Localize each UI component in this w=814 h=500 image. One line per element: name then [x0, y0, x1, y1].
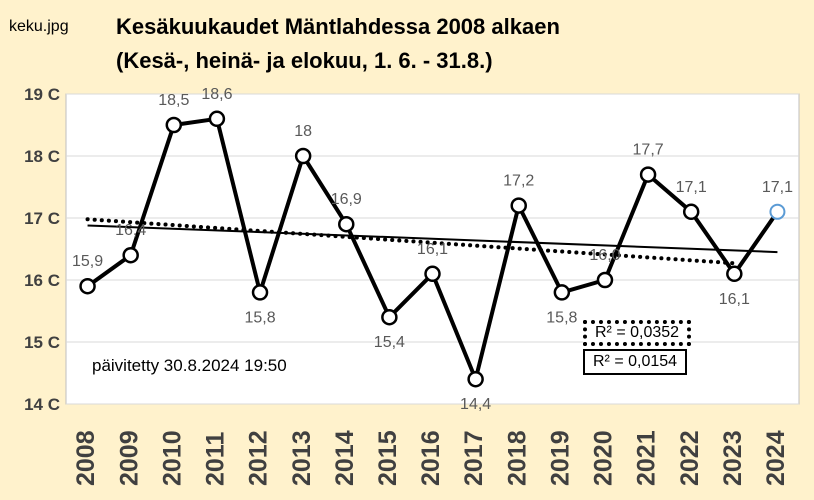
x-tick-label: 2021: [633, 430, 661, 486]
chart-title-block: Kesäkuukaudet Mäntlahdessa 2008 alkaen (…: [116, 10, 560, 78]
trendline-dotted: [85, 217, 737, 266]
data-label: 17,2: [503, 173, 534, 190]
data-label: 15,9: [72, 253, 103, 270]
x-tick-label: 2017: [460, 430, 488, 486]
data-point: [467, 370, 484, 388]
data-point: [553, 284, 571, 301]
trendline-solid: [87, 224, 778, 254]
data-point: [79, 277, 96, 295]
x-tick-label: 2015: [374, 430, 402, 486]
x-tick-label: 2024: [762, 430, 790, 486]
y-tick-label: 15 C: [24, 333, 60, 352]
data-label: 16,1: [719, 291, 750, 308]
data-point: [682, 203, 700, 221]
y-axis: 14 C 15 C 16 C 17 C 18 C 19 C: [24, 85, 60, 414]
x-tick-label: 2013: [288, 430, 316, 486]
x-tick-label: 2011: [202, 432, 230, 486]
y-tick-label: 16 C: [24, 271, 60, 290]
data-point: [510, 197, 527, 214]
data-point: [251, 284, 269, 301]
data-point: [165, 116, 183, 134]
r2-dotted-label: R² = 0,0352: [583, 320, 692, 346]
x-tick-label: 2022: [676, 430, 704, 486]
updated-note: päivitetty 30.8.2024 19:50: [92, 356, 287, 375]
data-label: 14,4: [460, 396, 491, 413]
data-label: 16,4: [115, 222, 146, 239]
y-tick-label: 18 C: [24, 147, 60, 166]
y-tick-label: 17 C: [24, 209, 60, 228]
data-label: 15,4: [374, 334, 405, 351]
data-label: 17,1: [762, 179, 793, 196]
data-label: 16,0: [589, 247, 620, 264]
data-point: [639, 166, 657, 183]
x-tick-label: 2014: [331, 430, 359, 486]
x-tick-label: 2012: [245, 430, 273, 486]
data-label: 18,6: [201, 86, 232, 103]
y-tick-label: 14 C: [24, 395, 60, 414]
data-labels: 15,9 16,4 18,5 18,6 15,8 18 16,9 15,4 16,1 14,4 17…: [72, 86, 793, 413]
data-label: 17,1: [676, 179, 707, 196]
chart-subtitle: (Kesä-, heinä- ja elokuu, 1. 6. - 31.8.): [116, 48, 493, 73]
data-label: 18: [294, 123, 312, 140]
data-point: [338, 215, 355, 233]
data-point: [208, 110, 226, 128]
x-tick-label: 2009: [115, 430, 143, 486]
data-label: 15,8: [546, 309, 577, 326]
x-tick-label: 2016: [417, 430, 445, 486]
x-tick-label: 2018: [503, 430, 531, 486]
r2-solid-label: R² = 0,0154: [583, 349, 688, 375]
chart-title: Kesäkuukaudet Mäntlahdessa 2008 alkaen: [116, 14, 560, 39]
data-label: 15,8: [244, 309, 275, 326]
y-tick-label: 19 C: [24, 85, 60, 104]
data-point: [122, 246, 139, 264]
x-tick-label: 2019: [546, 430, 574, 486]
data-point: [381, 308, 398, 326]
data-point: [294, 147, 312, 165]
data-label: 17,7: [633, 142, 664, 159]
corner-label: keku.jpg: [9, 18, 69, 35]
trendlines: [85, 217, 778, 266]
data-label: 16,1: [417, 241, 448, 258]
data-point: [726, 265, 743, 283]
data-point: [424, 265, 441, 283]
x-tick-label: 2020: [590, 430, 618, 486]
data-label: 18,5: [158, 92, 189, 109]
data-point: [769, 203, 786, 220]
data-point: [596, 271, 614, 289]
data-label: 16,9: [331, 191, 362, 208]
x-tick-label: 2023: [719, 430, 747, 486]
x-tick-label: 2010: [158, 430, 186, 486]
series-line: [79, 110, 786, 388]
x-tick-label: 2008: [72, 430, 100, 486]
x-axis: 2008 2009 2010 2011 2012 2013 2014 2015 2016 2017…: [72, 430, 790, 486]
